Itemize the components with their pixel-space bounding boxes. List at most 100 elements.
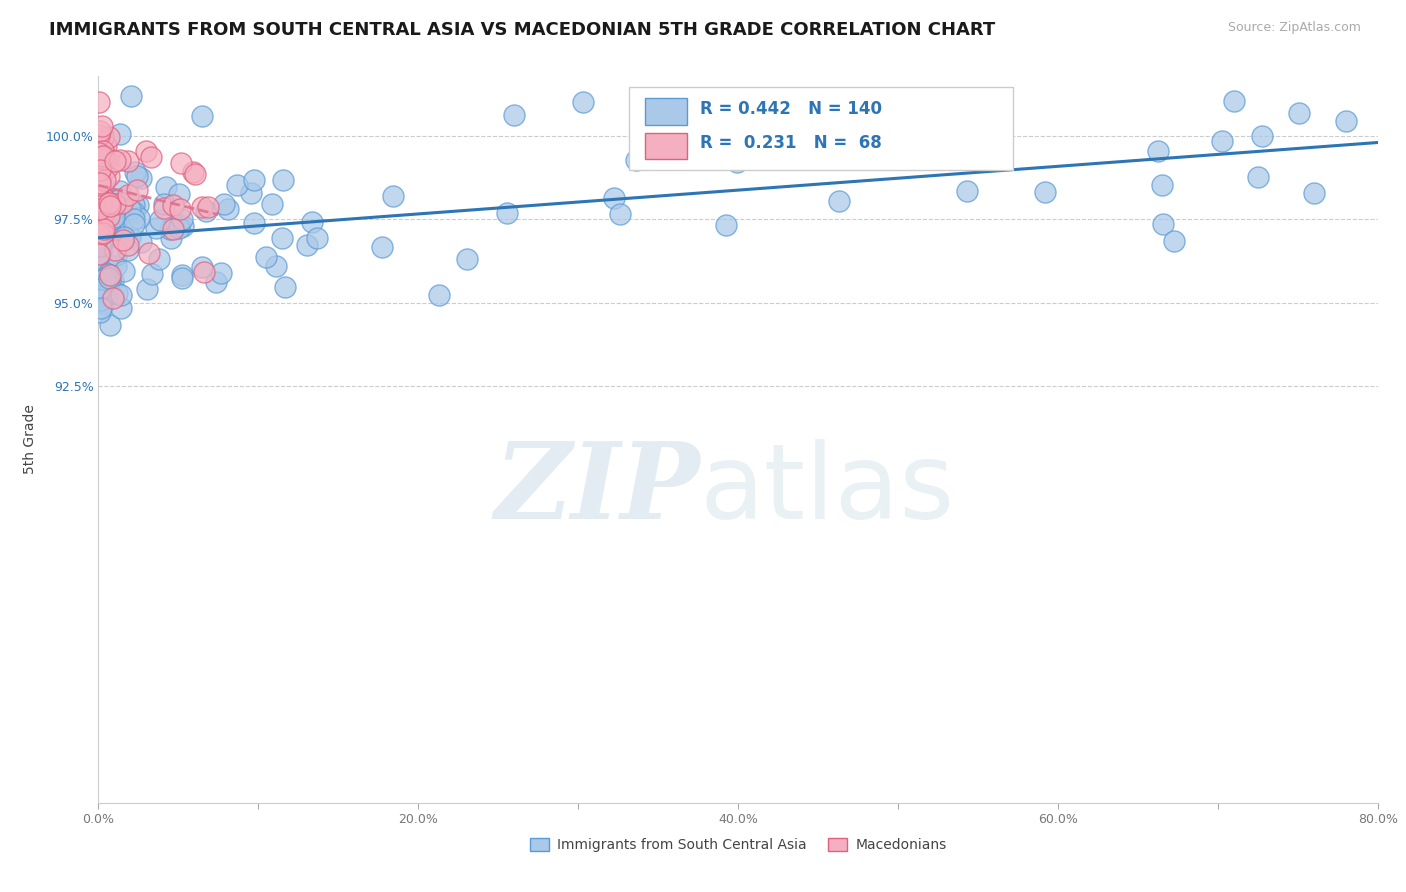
Point bbox=[94, 152, 117, 166]
Point bbox=[97, 196, 120, 211]
Point bbox=[654, 112, 676, 126]
Point bbox=[117, 201, 139, 215]
Point bbox=[122, 198, 145, 212]
FancyBboxPatch shape bbox=[645, 133, 688, 160]
Point bbox=[89, 265, 111, 279]
Point bbox=[115, 211, 138, 225]
Point bbox=[243, 216, 266, 230]
Point bbox=[270, 230, 292, 244]
Point bbox=[167, 221, 190, 235]
Point bbox=[714, 218, 737, 232]
Point bbox=[96, 223, 118, 237]
Point bbox=[89, 176, 111, 190]
Point bbox=[502, 108, 524, 122]
Point bbox=[1163, 234, 1185, 248]
Point bbox=[97, 268, 120, 282]
Point bbox=[571, 95, 593, 109]
Point bbox=[1211, 134, 1233, 148]
Point bbox=[818, 137, 841, 152]
Point bbox=[135, 282, 157, 296]
Point bbox=[89, 95, 111, 110]
Point bbox=[184, 168, 207, 182]
Point bbox=[90, 153, 112, 167]
Point bbox=[89, 172, 111, 186]
Point bbox=[89, 220, 111, 235]
Point bbox=[89, 153, 111, 167]
Point bbox=[274, 279, 297, 293]
Point bbox=[91, 220, 114, 235]
Point bbox=[89, 246, 111, 260]
Point bbox=[93, 268, 115, 283]
Point bbox=[1152, 217, 1174, 231]
Point bbox=[956, 184, 979, 198]
Point bbox=[101, 212, 124, 227]
Point bbox=[609, 206, 631, 220]
Point bbox=[90, 156, 112, 170]
Point bbox=[172, 219, 194, 234]
Point bbox=[90, 199, 112, 213]
Point bbox=[141, 267, 163, 281]
Point bbox=[197, 200, 219, 214]
Point bbox=[91, 140, 114, 154]
Point bbox=[217, 202, 239, 217]
Point bbox=[301, 215, 323, 229]
Point bbox=[264, 259, 287, 273]
Point bbox=[98, 196, 121, 211]
Point bbox=[456, 252, 478, 266]
Point bbox=[98, 169, 121, 184]
Point bbox=[127, 198, 149, 212]
Point bbox=[101, 221, 124, 235]
Text: R = 0.442   N = 140: R = 0.442 N = 140 bbox=[700, 100, 882, 118]
Point bbox=[93, 296, 115, 310]
FancyBboxPatch shape bbox=[645, 98, 688, 125]
Point bbox=[122, 212, 145, 227]
Point bbox=[91, 210, 114, 224]
Point bbox=[427, 288, 450, 302]
Point bbox=[93, 272, 115, 286]
Point bbox=[191, 109, 214, 123]
Point bbox=[94, 173, 117, 187]
Point bbox=[101, 291, 124, 305]
Point bbox=[98, 271, 121, 285]
Point bbox=[89, 246, 111, 260]
Point bbox=[214, 196, 236, 211]
Point bbox=[97, 151, 120, 165]
Point bbox=[124, 165, 146, 179]
Point bbox=[117, 187, 139, 202]
Point bbox=[98, 129, 121, 144]
Point bbox=[172, 270, 194, 285]
Point bbox=[1152, 178, 1174, 193]
Legend: Immigrants from South Central Asia, Macedonians: Immigrants from South Central Asia, Mace… bbox=[524, 832, 952, 857]
Point bbox=[98, 219, 121, 234]
Point bbox=[91, 222, 114, 236]
Point bbox=[96, 281, 118, 295]
Point bbox=[141, 150, 163, 164]
Point bbox=[90, 195, 112, 210]
Point bbox=[117, 154, 139, 169]
Point bbox=[93, 153, 115, 167]
Point bbox=[725, 154, 748, 169]
Point bbox=[114, 264, 136, 278]
Point bbox=[104, 219, 127, 234]
Point bbox=[101, 274, 124, 288]
Point bbox=[851, 142, 873, 156]
Point bbox=[104, 248, 127, 262]
FancyBboxPatch shape bbox=[630, 87, 1014, 170]
Point bbox=[89, 192, 111, 206]
Point bbox=[89, 305, 111, 319]
Text: atlas: atlas bbox=[700, 439, 955, 541]
Point bbox=[125, 183, 148, 197]
Point bbox=[135, 144, 157, 158]
Point bbox=[103, 210, 125, 224]
Point bbox=[89, 154, 111, 169]
Point bbox=[153, 197, 176, 211]
Text: R =  0.231   N =  68: R = 0.231 N = 68 bbox=[700, 135, 882, 153]
Point bbox=[93, 153, 115, 167]
Point bbox=[91, 244, 114, 258]
Point bbox=[117, 237, 139, 252]
Point bbox=[105, 259, 128, 273]
Point bbox=[108, 198, 131, 212]
Point bbox=[381, 189, 404, 203]
Point bbox=[98, 209, 121, 223]
Point bbox=[155, 179, 177, 194]
